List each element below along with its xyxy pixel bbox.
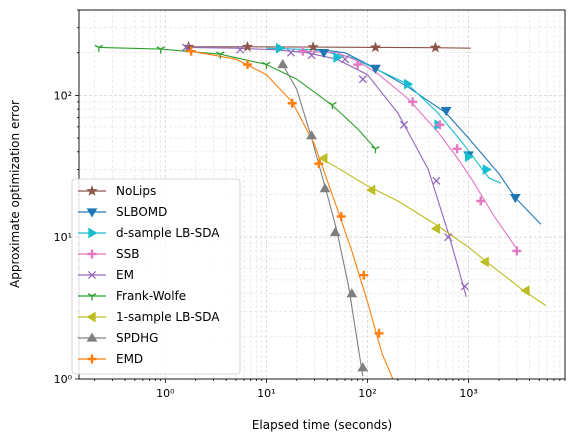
data-point-frank-wolfe <box>94 44 104 52</box>
legend-label: SPDHG <box>116 331 158 345</box>
data-point-em <box>358 75 367 84</box>
series-line-em <box>185 46 467 297</box>
data-point-emd <box>186 46 196 56</box>
axis-ticks: 10⁰ 10¹ 10² 10³ 10⁰ 10¹ 10² <box>54 9 566 400</box>
data-point-slbomd <box>440 107 452 117</box>
y-axis-label: Approximate optimization error <box>8 100 22 288</box>
data-point-d-sample-lb-sda <box>464 151 475 162</box>
legend: NoLips SLBOMD d-sample LB-SDA SSB EM Frank-Wo… <box>71 178 241 375</box>
data-point-spdhg <box>357 362 369 372</box>
data-point-em <box>444 233 453 242</box>
data-point-1-sample-lb-sda <box>318 152 328 164</box>
data-point-emd <box>336 211 346 221</box>
data-point-nolips <box>369 41 382 53</box>
data-point-ssb <box>435 120 445 130</box>
legend-box <box>71 178 241 375</box>
legend-swatch-marker <box>86 332 98 342</box>
data-point-emd <box>314 159 324 169</box>
data-point-emd <box>287 98 297 108</box>
legend-swatch-marker <box>87 354 97 364</box>
legend-swatch-marker <box>87 249 97 259</box>
data-point-slbomd <box>318 49 330 59</box>
data-point-frank-wolfe <box>156 46 165 54</box>
data-point-1-sample-lb-sda <box>479 256 489 268</box>
data-point-emd <box>359 270 369 280</box>
data-point-spdhg <box>319 183 331 193</box>
data-point-nolips <box>429 41 442 53</box>
data-point-em <box>236 45 245 54</box>
data-point-spdhg <box>306 130 317 140</box>
data-point-ssb <box>476 196 486 206</box>
series-markers <box>94 40 530 372</box>
legend-swatch-marker <box>88 227 98 239</box>
legend-label: 1-sample LB-SDA <box>116 310 220 324</box>
data-point-slbomd <box>509 194 521 204</box>
legend-label: EM <box>116 268 134 282</box>
grid <box>79 9 566 380</box>
y-tick-label: 10⁰ <box>54 373 73 386</box>
legend-label: SLBOMD <box>116 205 167 219</box>
data-point-em <box>286 48 296 57</box>
x-tick-label: 10¹ <box>257 387 275 400</box>
data-point-frank-wolfe <box>216 51 225 59</box>
data-point-em <box>399 120 409 129</box>
legend-swatch-marker <box>87 293 97 301</box>
x-axis-label: Elapsed time (seconds) <box>252 418 392 432</box>
legend-label: SSB <box>116 247 139 261</box>
data-point-slbomd <box>370 64 381 74</box>
data-point-d-sample-lb-sda <box>482 164 492 175</box>
series-line-frank-wolfe <box>98 46 376 150</box>
data-point-1-sample-lb-sda <box>430 223 440 234</box>
data-point-nolips <box>307 41 319 52</box>
data-point-spdhg <box>277 59 289 69</box>
data-point-ssb <box>298 46 308 56</box>
data-point-spdhg <box>346 288 358 298</box>
legend-swatch-marker <box>86 185 98 196</box>
data-point-em <box>432 176 441 185</box>
x-tick-label: 10⁰ <box>156 387 175 400</box>
data-point-em <box>181 43 191 52</box>
series-line-emd <box>191 50 394 379</box>
y-tick-label: 10² <box>54 89 72 102</box>
series-line-spdhg <box>282 64 364 377</box>
legend-label: d-sample LB-SDA <box>116 226 220 240</box>
data-point-emd <box>374 328 384 338</box>
data-point-em <box>340 55 350 64</box>
data-point-1-sample-lb-sda <box>520 285 530 296</box>
data-point-emd <box>242 60 252 70</box>
data-point-em <box>307 51 316 60</box>
x-tick-label: 10² <box>358 387 376 400</box>
data-point-nolips <box>182 40 195 52</box>
x-tick-label: 10³ <box>459 387 477 400</box>
legend-label: EMD <box>116 352 143 366</box>
legend-swatch-marker <box>87 270 97 280</box>
data-point-ssb <box>512 246 522 256</box>
data-point-d-sample-lb-sda <box>404 78 414 90</box>
y-tick-label: 10¹ <box>54 231 72 244</box>
data-point-nolips <box>241 40 254 52</box>
data-point-frank-wolfe <box>328 101 337 110</box>
data-point-ssb <box>452 144 462 154</box>
data-point-d-sample-lb-sda <box>275 42 286 54</box>
legend-swatch-marker <box>86 311 96 323</box>
data-point-ssb <box>353 60 363 70</box>
data-point-em <box>460 282 469 291</box>
data-point-frank-wolfe <box>371 145 380 154</box>
data-point-frank-wolfe <box>262 61 271 70</box>
data-point-ssb <box>408 97 418 107</box>
data-point-1-sample-lb-sda <box>366 184 376 196</box>
data-point-d-sample-lb-sda <box>333 52 343 63</box>
legend-label: Frank-Wolfe <box>116 289 186 303</box>
data-point-spdhg <box>329 226 341 237</box>
legend-swatch-marker <box>86 208 98 218</box>
legend-label: NoLips <box>116 184 156 198</box>
